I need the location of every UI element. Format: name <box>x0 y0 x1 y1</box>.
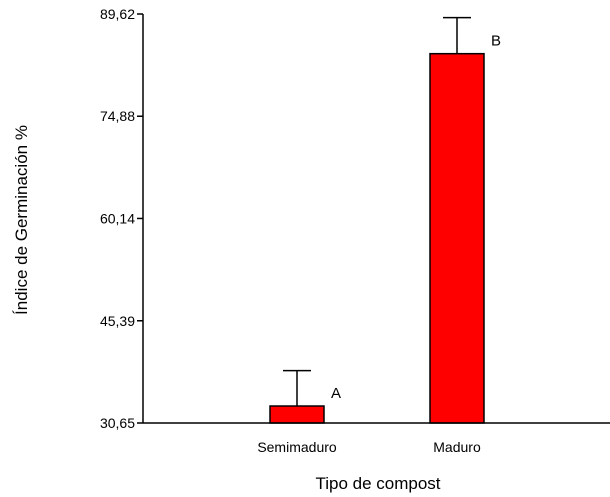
x-ticks-layer: Semimaduro Maduro <box>257 439 481 455</box>
y-ticks-layer: 30,65 45,39 60,14 74,88 89,62 <box>100 6 143 431</box>
annotations-layer: AB <box>331 33 501 402</box>
y-tick-label: 74,88 <box>100 108 135 124</box>
bar-semimaduro <box>269 405 325 424</box>
bars-layer <box>269 52 485 424</box>
axes-layer <box>142 14 610 424</box>
significance-letter: A <box>331 385 341 402</box>
x-axis-title: Tipo de compost <box>315 474 440 493</box>
y-tick-label: 89,62 <box>100 6 135 22</box>
y-tick-label: 60,14 <box>100 210 135 226</box>
y-axis-title: Índice de Germinación % <box>12 125 31 315</box>
significance-letter: B <box>491 33 501 50</box>
x-tick-label: Maduro <box>433 439 481 455</box>
y-tick-label: 30,65 <box>100 415 135 431</box>
y-tick-label: 45,39 <box>100 313 135 329</box>
bar-maduro <box>429 52 485 424</box>
x-tick-label: Semimaduro <box>257 439 337 455</box>
error-bars-layer <box>283 16 471 407</box>
